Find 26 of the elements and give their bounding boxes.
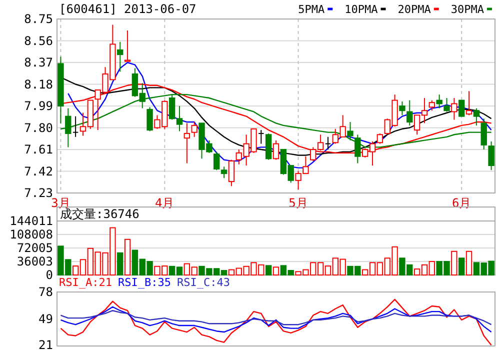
- series-label: RSI_B:35: [118, 276, 171, 289]
- y-tick-label: 8.75: [24, 12, 53, 26]
- y-tick-label: 7.23: [24, 186, 53, 200]
- y-tick-label: 72005: [16, 241, 53, 255]
- y-tick-label: 144011: [10, 214, 53, 228]
- y-tick-label: 8.37: [24, 56, 53, 70]
- annotation: 成交量:36746: [60, 207, 140, 221]
- legend-label: 10PMA: [344, 3, 378, 16]
- y-tick-label: 78: [38, 285, 53, 299]
- y-tick-label: 7.42: [24, 164, 53, 178]
- legend-label: 20PMA: [398, 3, 432, 16]
- text: RSI_C:43: [176, 276, 230, 289]
- series-label: RSI_A:21: [59, 276, 112, 289]
- y-tick-label: 7.99: [24, 99, 53, 113]
- y-tick-label: 7.80: [24, 120, 53, 135]
- y-tick-label: 36003: [16, 254, 53, 268]
- legend-label: 5PMA: [298, 3, 325, 16]
- y-tick-label: 7.61: [24, 142, 53, 156]
- legend-label: 30PMA: [450, 3, 484, 16]
- y-tick-label: 108008: [10, 228, 53, 242]
- y-tick-label: 8.18: [24, 77, 53, 92]
- y-tick-label: 8.56: [24, 34, 53, 48]
- y-tick-label: 49: [38, 312, 53, 326]
- y-tick-label: 0: [46, 268, 53, 282]
- y-tick-label: 21: [38, 338, 53, 350]
- chart-title: [600461] 2013-06-07: [59, 2, 196, 16]
